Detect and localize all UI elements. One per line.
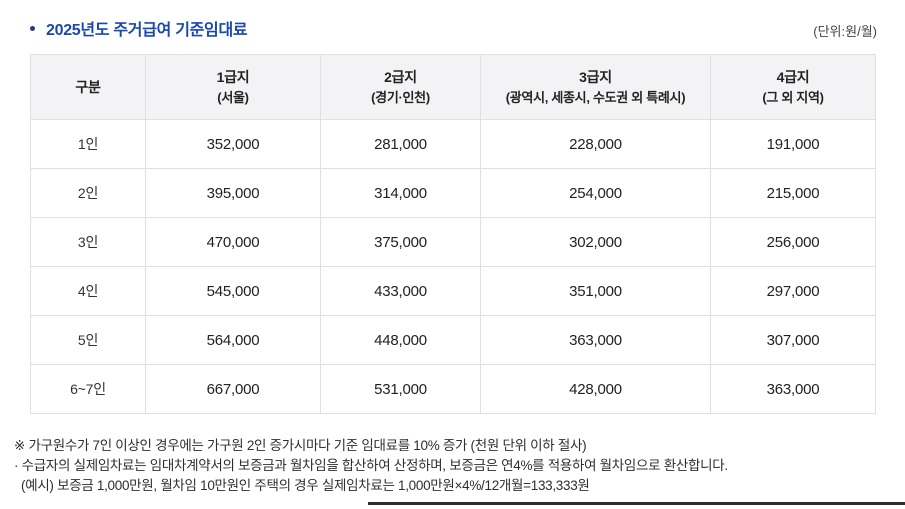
footnote-example: (예시) 보증금 1,000만원, 월차임 10만원인 주택의 경우 실제임차료… — [21, 478, 590, 493]
rent-table: 구분 1급지 (서울) 2급지 (경기·인천) 3급지 (광역시, 세종시, 수… — [30, 54, 876, 414]
col-sublabel: (광역시, 세종시, 수도권 외 특례시) — [505, 89, 686, 105]
col-sublabel: (서울) — [217, 89, 249, 105]
footnotes: ※ 가구원수가 7인 이상인 경우에는 가구원 2인 증가시마다 기준 임대료를… — [14, 436, 891, 496]
col-header-grade3: 3급지 (광역시, 세종시, 수도권 외 특례시) — [480, 54, 711, 120]
col-label: 1급지 — [216, 68, 250, 85]
page-title: 2025년도 주거급여 기준임대료 — [46, 22, 248, 39]
rent-table-wrapper: 구분 1급지 (서울) 2급지 (경기·인천) 3급지 (광역시, 세종시, 수… — [30, 54, 876, 414]
row-label: 1인 — [30, 119, 146, 169]
cell: 297,000 — [710, 266, 876, 316]
header-row: 구분 1급지 (서울) 2급지 (경기·인천) 3급지 (광역시, 세종시, 수… — [30, 54, 876, 120]
bullet-icon — [30, 25, 35, 31]
row-label: 2인 — [30, 168, 146, 218]
cell: 352,000 — [145, 119, 321, 169]
row-label: 5인 — [30, 315, 146, 365]
cell: 307,000 — [710, 315, 876, 365]
col-header-gubun: 구분 — [30, 54, 146, 120]
col-label: 3급지 — [579, 68, 612, 85]
cell: 281,000 — [320, 119, 481, 169]
cell: 395,000 — [145, 168, 321, 218]
cell: 302,000 — [480, 217, 711, 267]
table-row: 1인 352,000 281,000 228,000 191,000 — [30, 119, 876, 169]
cell: 564,000 — [145, 315, 321, 365]
table-row: 2인 395,000 314,000 254,000 215,000 — [30, 168, 876, 218]
table-row: 6~7인 667,000 531,000 428,000 363,000 — [30, 364, 876, 414]
col-label: 구분 — [75, 78, 101, 95]
cell: 314,000 — [320, 168, 481, 218]
col-header-grade4: 4급지 (그 외 지역) — [710, 54, 876, 120]
bottom-divider — [368, 502, 905, 505]
cell: 228,000 — [480, 119, 711, 169]
cell: 215,000 — [710, 168, 876, 218]
cell: 545,000 — [145, 266, 321, 316]
cell: 363,000 — [480, 315, 711, 365]
unit-label: (단위:원/월) — [813, 24, 877, 39]
row-label: 3인 — [30, 217, 146, 267]
cell: 667,000 — [145, 364, 321, 414]
cell: 531,000 — [320, 364, 481, 414]
cell: 363,000 — [710, 364, 876, 414]
cell: 256,000 — [710, 217, 876, 267]
table-header: 구분 1급지 (서울) 2급지 (경기·인천) 3급지 (광역시, 세종시, 수… — [30, 54, 876, 120]
table-row: 4인 545,000 433,000 351,000 297,000 — [30, 266, 876, 316]
col-header-grade2: 2급지 (경기·인천) — [320, 54, 481, 120]
col-sublabel: (그 외 지역) — [762, 89, 824, 105]
cell: 254,000 — [480, 168, 711, 218]
footnote-actual-rent-rule: · 수급자의 실제임차료는 임대차계약서의 보증금과 월차임을 합산하여 산정하… — [14, 458, 728, 473]
footnote-increase-rule: ※ 가구원수가 7인 이상인 경우에는 가구원 2인 증가시마다 기준 임대료를… — [14, 438, 587, 453]
cell: 351,000 — [480, 266, 711, 316]
row-label: 4인 — [30, 266, 146, 316]
title-wrap: 2025년도 주거급여 기준임대료 — [30, 16, 248, 40]
row-label: 6~7인 — [30, 364, 146, 414]
col-header-grade1: 1급지 (서울) — [145, 54, 321, 120]
col-label: 2급지 — [384, 68, 417, 85]
col-sublabel: (경기·인천) — [371, 89, 430, 105]
title-bar: 2025년도 주거급여 기준임대료 (단위:원/월) — [0, 0, 905, 40]
cell: 375,000 — [320, 217, 481, 267]
table-row: 3인 470,000 375,000 302,000 256,000 — [30, 217, 876, 267]
cell: 448,000 — [320, 315, 481, 365]
table-body: 1인 352,000 281,000 228,000 191,000 2인 39… — [30, 119, 876, 414]
cell: 470,000 — [145, 217, 321, 267]
cell: 433,000 — [320, 266, 481, 316]
table-row: 5인 564,000 448,000 363,000 307,000 — [30, 315, 876, 365]
col-label: 4급지 — [776, 68, 810, 85]
cell: 428,000 — [480, 364, 711, 414]
cell: 191,000 — [710, 119, 876, 169]
